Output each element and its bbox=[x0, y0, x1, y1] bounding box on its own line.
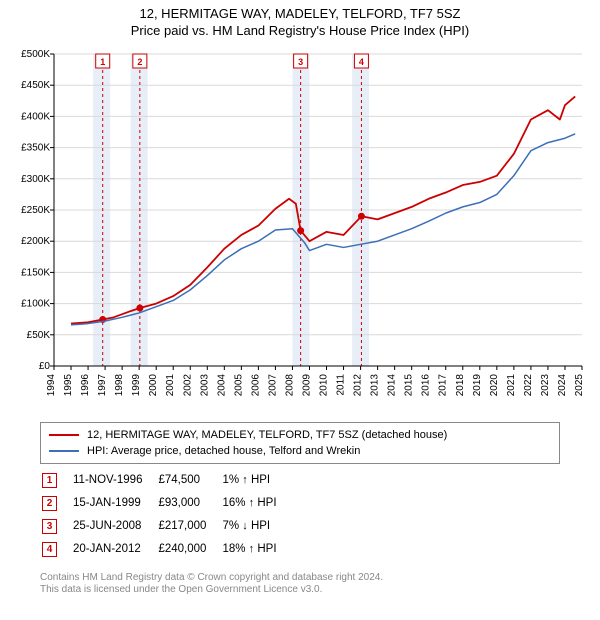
marker-number-box: 2 bbox=[42, 496, 57, 511]
svg-text:2012: 2012 bbox=[353, 373, 364, 396]
marker-date: 25-JUN-2008 bbox=[73, 516, 156, 537]
marker-pct: 7% ↓ HPI bbox=[222, 516, 290, 537]
svg-text:2009: 2009 bbox=[301, 373, 312, 396]
marker-row: 2 15-JAN-1999£93,00016% ↑ HPI bbox=[42, 493, 291, 514]
svg-text:£350K: £350K bbox=[21, 142, 50, 153]
svg-text:2008: 2008 bbox=[284, 373, 295, 396]
marker-row: 3 25-JUN-2008£217,0007% ↓ HPI bbox=[42, 516, 291, 537]
svg-text:1996: 1996 bbox=[80, 373, 91, 396]
legend-swatch-0 bbox=[49, 434, 79, 436]
marker-pct: 18% ↑ HPI bbox=[222, 539, 290, 560]
legend-label-1: HPI: Average price, detached house, Telf… bbox=[87, 445, 360, 457]
marker-date: 15-JAN-1999 bbox=[73, 493, 156, 514]
marker-price: £217,000 bbox=[158, 516, 220, 537]
chart-svg: £0 £50K £100K £150K £200K £250K £300K £350K £400… bbox=[10, 46, 590, 416]
svg-text:£200K: £200K bbox=[21, 236, 50, 247]
legend-swatch-1 bbox=[49, 450, 79, 452]
footer-line-2: This data is licensed under the Open Gov… bbox=[40, 584, 590, 597]
markers-table: 111-NOV-1996£74,5001% ↑ HPI215-JAN-1999£… bbox=[40, 468, 293, 562]
svg-text:£150K: £150K bbox=[21, 267, 50, 278]
svg-text:2024: 2024 bbox=[557, 373, 568, 396]
title-line-1: 12, HERMITAGE WAY, MADELEY, TELFORD, TF7… bbox=[10, 6, 590, 23]
legend-row-1: HPI: Average price, detached house, Telf… bbox=[49, 443, 551, 459]
marker-row: 4 20-JAN-2012£240,00018% ↑ HPI bbox=[42, 539, 291, 560]
svg-text:4: 4 bbox=[359, 57, 364, 67]
svg-text:3: 3 bbox=[298, 57, 303, 67]
chart: £0 £50K £100K £150K £200K £250K £300K £350K £400… bbox=[10, 46, 590, 416]
svg-text:£50K: £50K bbox=[27, 330, 51, 341]
svg-text:2016: 2016 bbox=[421, 373, 432, 396]
marker-number-box: 3 bbox=[42, 519, 57, 534]
marker-date: 11-NOV-1996 bbox=[73, 470, 156, 491]
svg-text:£300K: £300K bbox=[21, 174, 50, 185]
svg-text:2023: 2023 bbox=[540, 373, 551, 396]
svg-text:£250K: £250K bbox=[21, 205, 50, 216]
marker-row: 1 11-NOV-1996£74,5001% ↑ HPI bbox=[42, 470, 291, 491]
svg-text:2001: 2001 bbox=[165, 373, 176, 396]
svg-text:2022: 2022 bbox=[523, 373, 534, 396]
svg-text:1998: 1998 bbox=[114, 373, 125, 396]
svg-text:£0: £0 bbox=[39, 361, 51, 372]
marker-price: £93,000 bbox=[158, 493, 220, 514]
svg-text:1997: 1997 bbox=[97, 373, 108, 396]
marker-pct: 1% ↑ HPI bbox=[222, 470, 290, 491]
marker-date: 20-JAN-2012 bbox=[73, 539, 156, 560]
svg-text:2014: 2014 bbox=[387, 373, 398, 396]
svg-text:2017: 2017 bbox=[438, 373, 449, 396]
marker-pct: 16% ↑ HPI bbox=[222, 493, 290, 514]
page: 12, HERMITAGE WAY, MADELEY, TELFORD, TF7… bbox=[0, 0, 600, 601]
svg-text:2010: 2010 bbox=[319, 373, 330, 396]
legend-label-0: 12, HERMITAGE WAY, MADELEY, TELFORD, TF7… bbox=[87, 429, 447, 441]
svg-text:2011: 2011 bbox=[336, 373, 347, 395]
svg-text:2021: 2021 bbox=[506, 373, 517, 396]
svg-text:2007: 2007 bbox=[267, 373, 278, 396]
svg-text:2025: 2025 bbox=[574, 373, 585, 396]
marker-price: £240,000 bbox=[158, 539, 220, 560]
svg-text:£400K: £400K bbox=[21, 111, 50, 122]
title-line-2: Price paid vs. HM Land Registry's House … bbox=[10, 23, 590, 40]
footer: Contains HM Land Registry data © Crown c… bbox=[40, 572, 590, 597]
svg-text:1999: 1999 bbox=[131, 373, 142, 396]
svg-text:1995: 1995 bbox=[63, 373, 74, 396]
footer-line-1: Contains HM Land Registry data © Crown c… bbox=[40, 572, 590, 585]
marker-number-box: 1 bbox=[42, 473, 57, 488]
svg-text:1994: 1994 bbox=[46, 373, 57, 396]
svg-text:1: 1 bbox=[100, 57, 105, 67]
title-block: 12, HERMITAGE WAY, MADELEY, TELFORD, TF7… bbox=[10, 6, 590, 40]
svg-text:2020: 2020 bbox=[489, 373, 500, 396]
svg-text:£100K: £100K bbox=[21, 298, 50, 309]
svg-text:2006: 2006 bbox=[250, 373, 261, 396]
svg-text:2003: 2003 bbox=[199, 373, 210, 396]
svg-text:2005: 2005 bbox=[233, 373, 244, 396]
legend-row-0: 12, HERMITAGE WAY, MADELEY, TELFORD, TF7… bbox=[49, 427, 551, 443]
svg-text:2013: 2013 bbox=[370, 373, 381, 396]
svg-text:2002: 2002 bbox=[182, 373, 193, 396]
marker-number-box: 4 bbox=[42, 542, 57, 557]
svg-text:2019: 2019 bbox=[472, 373, 483, 396]
marker-price: £74,500 bbox=[158, 470, 220, 491]
svg-text:2015: 2015 bbox=[404, 373, 415, 396]
svg-text:2004: 2004 bbox=[216, 373, 227, 396]
legend: 12, HERMITAGE WAY, MADELEY, TELFORD, TF7… bbox=[40, 422, 560, 464]
svg-text:2018: 2018 bbox=[455, 373, 466, 396]
svg-text:2000: 2000 bbox=[148, 373, 159, 396]
svg-text:£450K: £450K bbox=[21, 80, 50, 91]
svg-text:£500K: £500K bbox=[21, 49, 50, 60]
svg-text:2: 2 bbox=[137, 57, 142, 67]
